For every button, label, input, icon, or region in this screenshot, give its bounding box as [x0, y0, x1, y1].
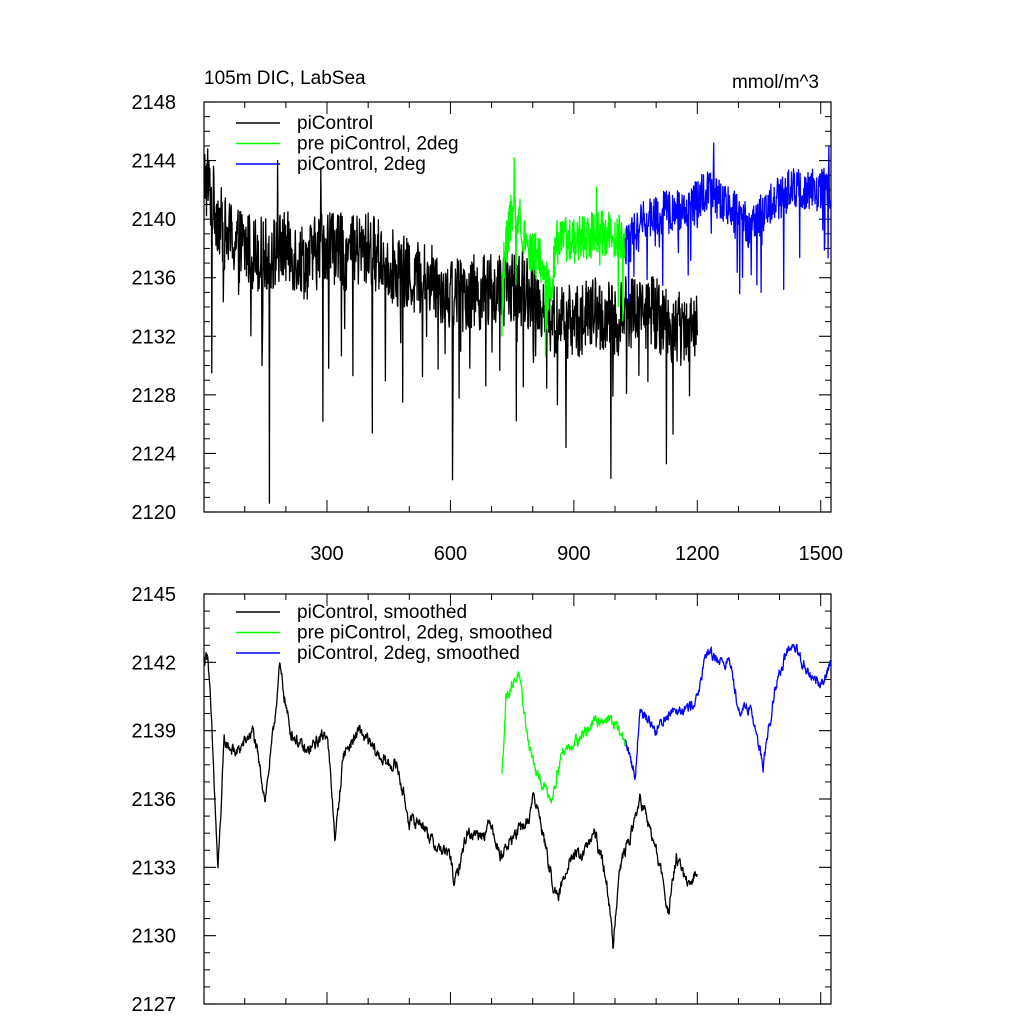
units-label: mmol/m^3: [732, 72, 819, 93]
y-tick-label: 2127: [132, 994, 177, 1016]
x-tick-label: 1200: [675, 543, 720, 565]
y-tick-label: 2124: [132, 443, 177, 465]
series-line-pre-picontrol-2deg: [501, 156, 626, 357]
y-tick-label: 2148: [132, 92, 177, 114]
legend-label: pre piControl, 2deg: [297, 134, 459, 155]
panel-title: 105m DIC, LabSea: [204, 68, 366, 89]
series-line-picontrol-2deg: [624, 142, 832, 303]
x-tick-label: 300: [310, 543, 343, 565]
legend-label: piControl, smoothed: [297, 602, 467, 623]
series-line-pre-picontrol-2deg-smoothed: [501, 671, 626, 804]
y-tick-label: 2140: [132, 209, 177, 231]
x-tick-label: 600: [434, 543, 467, 565]
x-tick-label: 900: [557, 543, 590, 565]
y-tick-label: 2136: [132, 789, 177, 811]
y-tick-label: 2144: [132, 151, 177, 173]
y-tick-label: 2139: [132, 721, 177, 743]
series-line-picontrol: [203, 148, 698, 504]
legend-label: piControl, 2deg: [297, 154, 426, 175]
y-tick-label: 2133: [132, 857, 177, 879]
y-tick-label: 2132: [132, 326, 177, 348]
y-tick-label: 2120: [132, 502, 177, 524]
y-tick-label: 2136: [132, 268, 177, 290]
y-tick-label: 2145: [132, 584, 177, 606]
y-tick-label: 2142: [132, 652, 177, 674]
legend-label: pre piControl, 2deg, smoothed: [297, 623, 553, 644]
legend-label: piControl: [297, 113, 373, 134]
bottom-panel: 2127 2130 2133 2136 2139 2142 2145 piControl, s…: [132, 584, 832, 1016]
y-tick-label: 2130: [132, 926, 177, 948]
top-panel: 2120 2124 2128 2132 2136 2140 2144 2148 300 600 90…: [132, 92, 843, 565]
series-line-picontrol-smoothed: [203, 651, 698, 949]
y-tick-label: 2128: [132, 385, 177, 407]
series-line-picontrol-2deg-smoothed: [624, 643, 832, 781]
legend-label: piControl, 2deg, smoothed: [297, 643, 520, 664]
x-tick-label: 1500: [798, 543, 843, 565]
